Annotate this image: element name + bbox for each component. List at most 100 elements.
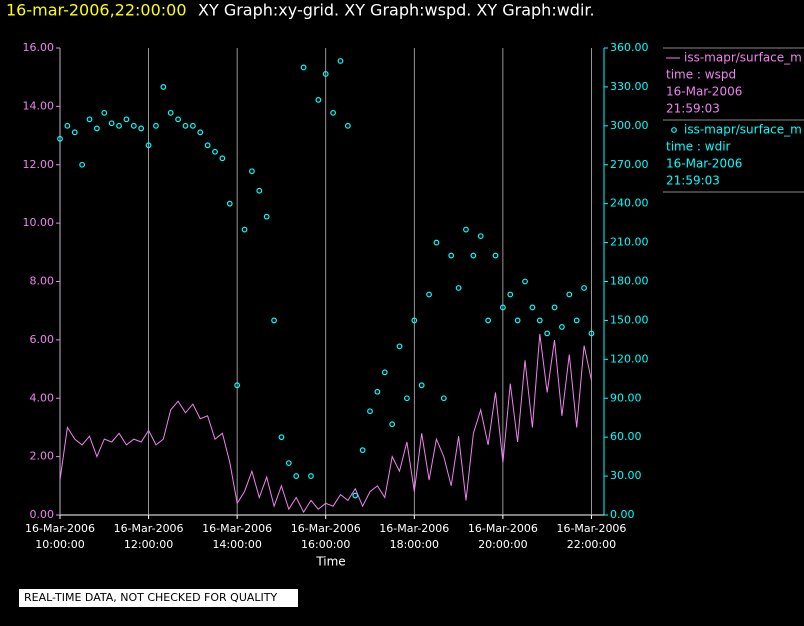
legend-detail: 16-Mar-2006 [666,85,742,99]
y2-tick-label: 90.00 [610,391,642,404]
wdir-point [197,129,204,136]
wdir-point [108,120,115,127]
wdir-point [300,64,307,71]
wdir-point [440,395,447,402]
wdir-point [160,84,167,90]
legend-swatch [671,127,677,133]
legend-detail: 16-Mar-2006 [666,157,742,171]
wdir-point [389,421,396,428]
wdir-point [271,317,277,324]
wdir-point [263,213,270,220]
y2-tick-label: 270.00 [610,158,649,171]
legend-detail: 21:59:03 [666,102,720,116]
x-tick-label: 16-Mar-2006 18:00:00 [379,522,449,551]
x-tick-label-line: 16-Mar-2006 [556,522,626,535]
legend-detail: time : wspd [666,68,736,82]
y2-tick-label: 240.00 [610,197,649,210]
x-tick-label-line: 20:00:00 [478,538,527,551]
y-tick-label: 6.00 [30,333,55,346]
wdir-point [396,343,403,350]
x-tick-label-line: 16-Mar-2006 [291,522,361,535]
chart-title: XY Graph:xy-grid. XY Graph:wspd. XY Grap… [198,1,595,20]
wdir-point [189,122,196,129]
wdir-point [182,122,189,129]
wdir-point [404,395,410,402]
y-tick-label: 4.00 [30,391,55,404]
wdir-point [426,291,432,298]
wdir-point [448,252,455,259]
wdir-point [330,109,337,116]
x-tick-label-line: 16:00:00 [301,538,350,551]
y-tick-label: 12.00 [23,158,55,171]
legend-detail: time : wdir [666,140,731,154]
wdir-point [116,122,122,129]
wdir-point [536,317,543,324]
y2-tick-label: 30.00 [610,469,642,482]
wdir-point [138,125,145,132]
x-tick-label: 16-Mar-2006 10:00:00 [25,522,95,551]
y2-tick-label: 330.00 [610,80,649,93]
wdir-point [566,291,573,298]
wdir-point [226,200,233,207]
x-tick-label: 16-Mar-2006 12:00:00 [114,522,184,551]
y2-tick-label: 300.00 [610,119,649,132]
wdir-point [337,58,344,64]
wdir-point [367,408,373,415]
wdir-point [381,369,388,376]
y2-tick-label: 360.00 [610,41,649,54]
wdir-point [588,330,595,337]
wdir-point [293,473,300,479]
wdir-point [256,187,263,194]
wdir-point [71,129,78,136]
wdir-point [573,317,580,324]
wdir-point [418,382,425,389]
x-tick-label-line: 10:00:00 [35,538,84,551]
x-tick-label: 16-Mar-2006 16:00:00 [291,522,361,551]
x-tick-label-line: 14:00:00 [212,538,261,551]
x-tick-label-line: 22:00:00 [567,538,616,551]
wdir-point [167,109,174,116]
wdir-point [234,382,241,389]
wdir-point [529,304,536,311]
y-tick-label: 16.00 [23,41,55,54]
wdir-point [477,233,484,239]
footer: REAL-TIME DATA, NOT CHECKED FOR QUALITY [24,591,278,604]
wdir-point [470,252,477,259]
y2-tick-label: 60.00 [610,430,642,443]
wdir-point [212,148,218,155]
x-tick-label-line: 16-Mar-2006 [114,522,184,535]
wdir-point [79,161,86,168]
y2-tick-label: 0.00 [610,508,635,521]
y2-tick-label: 180.00 [610,275,649,288]
legend-name: iss-mapr/surface_m [684,123,802,137]
wdir-point [507,291,514,298]
x-tick-label-line: 16-Mar-2006 [25,522,95,535]
title-time: 16-mar-2006,22:00:00 [6,1,187,20]
wdir-point [514,317,521,324]
wdir-point [322,71,329,77]
y-tick-label: 2.00 [30,450,55,463]
y-tick-label: 10.00 [23,216,55,229]
wdir-point [219,155,226,162]
wdir-point [522,278,528,285]
wdir-point [249,168,255,175]
y2-tick-label: 210.00 [610,236,649,249]
y-tick-label: 8.00 [30,275,55,288]
wdir-point [499,304,506,311]
wdir-point [86,116,93,123]
y2-tick-label: 120.00 [610,352,649,365]
wdir-point [485,317,492,324]
wdir-point [241,226,248,233]
footer-box [19,589,298,607]
wdir-point [374,388,381,395]
wdir-point [559,324,565,330]
x-tick-label: 16-Mar-2006 14:00:00 [202,522,272,551]
y-tick-label: 0.00 [30,508,55,521]
wdir-point [285,460,292,467]
wdir-point [101,109,108,116]
wdir-point [123,116,130,123]
wdir-point [57,135,63,142]
wdir-point [352,492,359,499]
